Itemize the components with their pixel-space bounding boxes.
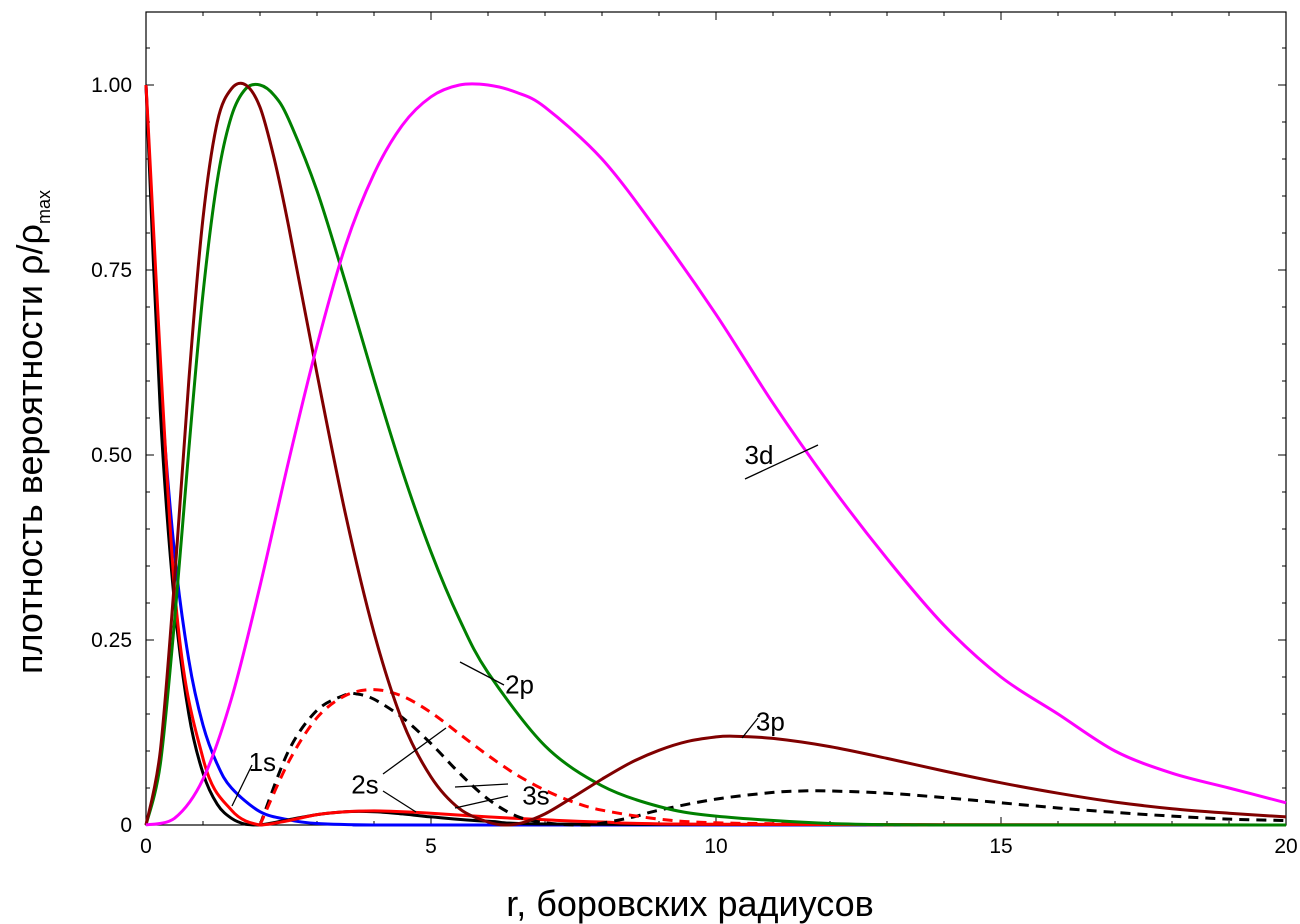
series-line-6 <box>144 82 1286 827</box>
x-tick-label: 0 <box>140 835 152 858</box>
x-tick-label: 20 <box>1274 835 1297 858</box>
annotation-label: 2p <box>505 669 534 699</box>
leader-3s-b <box>454 795 509 809</box>
series-line-4 <box>258 691 1287 827</box>
series-line-3 <box>144 84 1287 827</box>
plot-frame <box>145 11 1287 826</box>
series-line-2 <box>144 84 1287 827</box>
annotation-label: 1s <box>249 747 276 777</box>
axis-tick-labels: 0 5 10 15 20 0 0.25 0.50 0.75 1.00 <box>91 74 1298 858</box>
annotation-label: 3p <box>756 706 785 736</box>
y-tick-label: 0 <box>120 814 132 837</box>
series-layer <box>144 81 1287 827</box>
series-line-1 <box>144 84 1286 827</box>
annotation-label: 3s <box>522 780 549 810</box>
annotations: 3d 2p 3p 1s 2s 3s <box>249 440 785 810</box>
x-tick-label: 5 <box>425 835 437 858</box>
y-tick-label: 0.25 <box>91 629 132 652</box>
leader-3s-a <box>454 783 509 788</box>
y-axis-title-sub: max <box>34 190 54 224</box>
series-line-5 <box>258 688 1286 827</box>
annotation-label: 2s <box>351 769 378 799</box>
y-axis-title-main: плотность вероятности ρ/ρ <box>9 224 50 674</box>
y-tick-label: 0.75 <box>91 259 132 282</box>
leader-2s-b <box>382 790 417 813</box>
leader-3p <box>741 717 759 739</box>
series-line-8 <box>145 82 1287 827</box>
y-tick-label: 1.00 <box>91 74 132 97</box>
annotation-label: 3d <box>745 440 774 470</box>
y-axis-title: плотность вероятности ρ/ρmax <box>9 190 54 674</box>
leader-2p <box>459 661 505 686</box>
annotation-leaders <box>231 444 819 813</box>
axis-ticks <box>145 12 1287 826</box>
x-tick-label: 15 <box>989 835 1012 858</box>
y-tick-label: 0.50 <box>91 444 132 467</box>
x-axis-title: r, боровских радиусов <box>506 883 874 924</box>
leader-3d <box>744 444 819 480</box>
series-line-7 <box>144 81 1287 827</box>
leader-1s <box>231 764 253 807</box>
x-tick-label: 10 <box>704 835 727 858</box>
leader-2s-a <box>382 727 447 775</box>
